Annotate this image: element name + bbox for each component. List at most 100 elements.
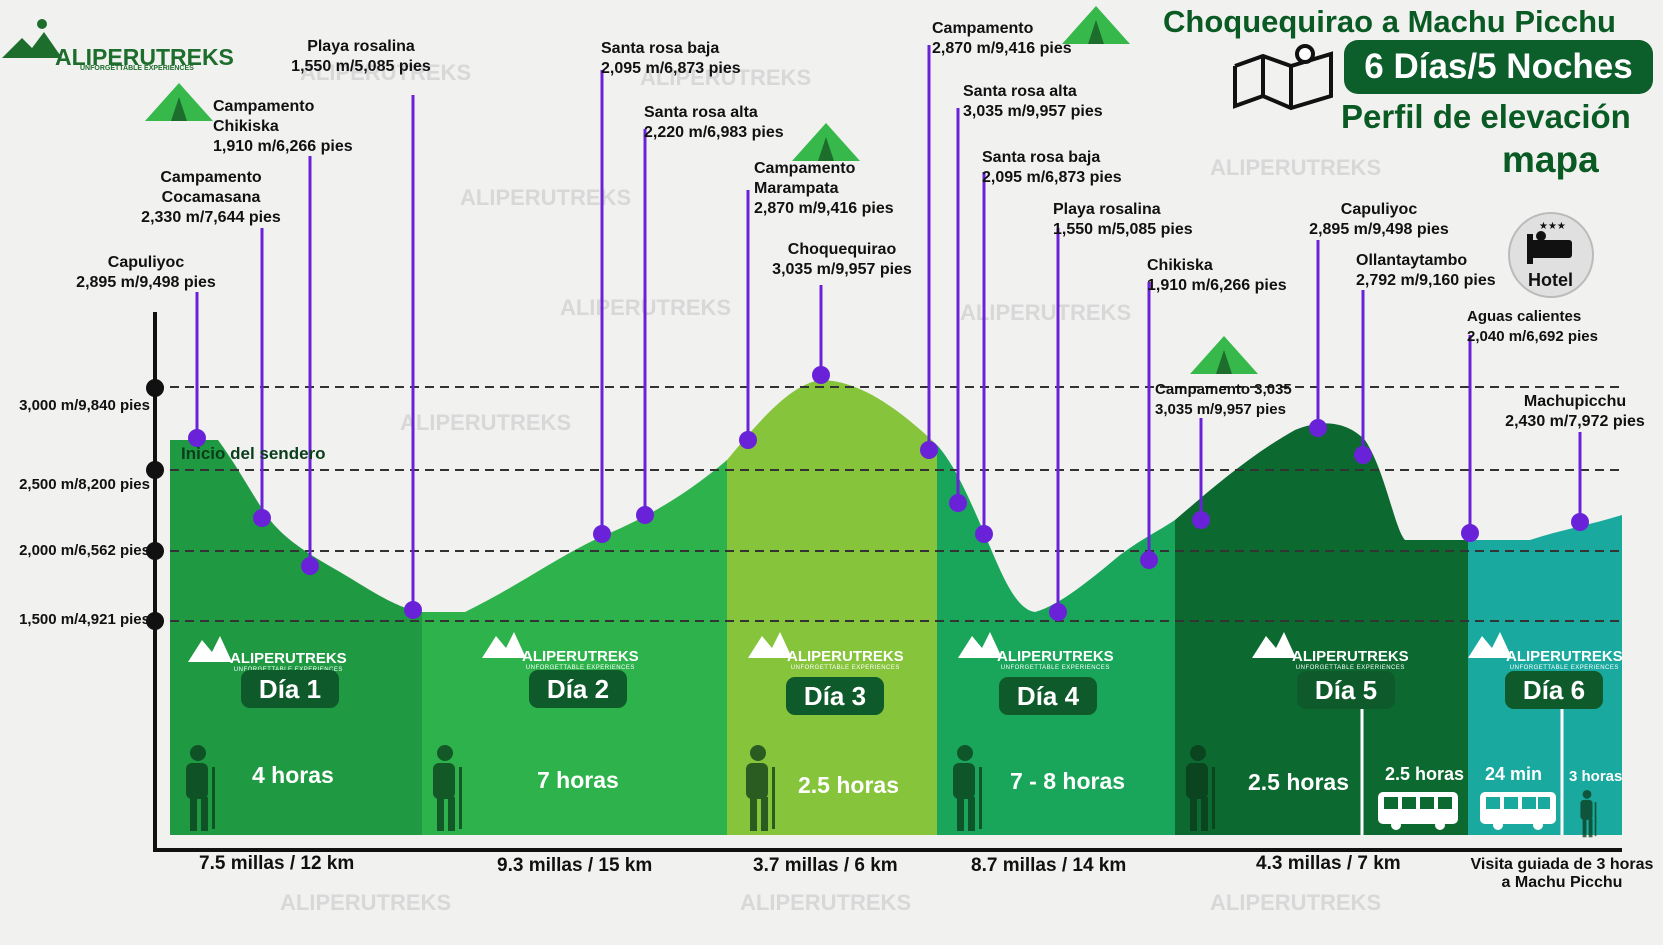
waypoint-dot (404, 601, 422, 619)
svg-text:ALIPERUTREKS: ALIPERUTREKS (740, 890, 911, 915)
day-4-hours: 7 - 8 horas (1010, 768, 1126, 794)
day-2-area (422, 460, 727, 835)
svg-text:ALIPERUTREKS: ALIPERUTREKS (640, 65, 811, 90)
waypoint-dot (1049, 603, 1067, 621)
waypoint-dot (1571, 513, 1589, 531)
svg-text:ALIPERUTREKS: ALIPERUTREKS (1210, 155, 1381, 180)
axis-dot (146, 461, 164, 479)
waypoint-dot (1140, 551, 1158, 569)
hiker-icon (1580, 790, 1597, 838)
map-icon (1233, 44, 1333, 111)
header-subtitle-2: mapa (1502, 139, 1599, 180)
day-2-badge: Día 2 (529, 670, 627, 708)
grid-lines (155, 386, 1622, 622)
day-1-badge: Día 1 (241, 670, 339, 708)
hiker-icon (186, 745, 215, 831)
waypoint-label: Campamento Marampata 2,870 m/9,416 pies (754, 160, 894, 217)
bus-icon (1378, 792, 1458, 830)
header-title: Choquequirao a Machu Picchu (1163, 4, 1616, 39)
day-2-hours: 7 horas (537, 767, 619, 793)
waypoint-label: Santa rosa alta 2,220 m/6,983 pies (644, 104, 784, 141)
svg-text:ALIPERUTREKS: ALIPERUTREKS (1210, 890, 1381, 915)
waypoint-dot (188, 429, 206, 447)
svg-text:★★★: ★★★ (1539, 221, 1566, 232)
waypoint-dot (920, 441, 938, 459)
waypoint-dot (636, 506, 654, 524)
waypoint-dot (1309, 419, 1327, 437)
y-tick-2000: 2,000 m/6,562 pies (19, 542, 150, 559)
waypoint-label: Capuliyoc 2,895 m/9,498 pies (1309, 201, 1449, 238)
tent-icon (1062, 6, 1130, 44)
waypoint-dot (1461, 524, 1479, 542)
svg-text:ALIPERUTREKS: ALIPERUTREKS (280, 890, 451, 915)
day-6-walk-hours: 3 horas (1569, 768, 1623, 785)
day-5-badge: Día 5 (1297, 671, 1395, 709)
day-4-distance: 8.7 millas / 14 km (971, 855, 1127, 876)
y-axis-dots (146, 379, 164, 630)
waypoint-label: Santa rosa baja 2,095 m/6,873 pies (601, 40, 741, 77)
duration-badge: 6 Días/5 Noches (1344, 40, 1653, 94)
aliperutreks-logo (2, 19, 62, 58)
waypoint-dot (593, 525, 611, 543)
waypoint-label: Chikiska 1,910 m/6,266 pies (1147, 257, 1287, 294)
waypoint-label: Ollantaytambo 2,792 m/9,160 pies (1356, 252, 1496, 289)
brand-name: ALIPERUTREKS (55, 44, 234, 70)
tent-icon (792, 123, 860, 161)
day-1-hours: 4 horas (252, 762, 334, 788)
hiker-icons (186, 745, 1597, 838)
brand-badges (188, 632, 1512, 662)
day-5-area (1175, 423, 1468, 835)
day-4-area (937, 445, 1175, 835)
svg-text:ALIPERUTREKS: ALIPERUTREKS (960, 300, 1131, 325)
svg-text:ALIPERUTREKS: ALIPERUTREKS (400, 410, 571, 435)
brand-tagline: UNFORGETTABLE EXPERIENCES (80, 65, 194, 72)
trail-start-label: Inicio del sendero (181, 444, 326, 463)
y-tick-2500: 2,500 m/8,200 pies (19, 476, 150, 493)
svg-text:ALIPERUTREKS: ALIPERUTREKS (460, 185, 631, 210)
waypoint-label: Santa rosa baja 2,095 m/6,873 pies (982, 149, 1122, 186)
waypoint-dot (975, 525, 993, 543)
day-3-distance: 3.7 millas / 6 km (753, 855, 898, 876)
day-4-badge: Día 4 (999, 677, 1097, 715)
duration-text: 6 Días/5 Noches (1364, 47, 1633, 86)
waypoint-label: Choquequirao 3,035 m/9,957 pies (772, 241, 912, 278)
hiker-icon (746, 745, 775, 831)
waypoint-dot (949, 494, 967, 512)
day-3-hours: 2.5 horas (798, 772, 899, 798)
waypoint-label: Playa rosalina 1,550 m/5,085 pies (1053, 201, 1193, 238)
waypoint-dot (1192, 511, 1210, 529)
header-subtitle-1: Perfil de elevación (1341, 98, 1631, 135)
day-1-area (170, 440, 422, 835)
day-6-bus-time: 24 min (1485, 764, 1543, 784)
hiker-icon (953, 745, 982, 831)
day-5-bus-hours: 2.5 horas (1385, 764, 1465, 784)
axis-dot (146, 379, 164, 397)
y-tick-1500: 1,500 m/4,921 pies (19, 611, 150, 628)
brand-logo-text: ALIPERUTREKS (55, 44, 234, 71)
day-3-badge: Día 3 (786, 677, 884, 715)
axis-dot (146, 612, 164, 630)
waypoint-label: Campamento Cocamasana 2,330 m/7,644 pies (141, 169, 281, 226)
svg-text:ALIPERUTREKS: ALIPERUTREKS (300, 60, 471, 85)
waypoint-label: Campamento 3,035 3,035 m/9,957 pies (1155, 381, 1292, 418)
waypoint-label: Campamento 2,870 m/9,416 pies (932, 20, 1072, 57)
waypoint-label: Capuliyoc 2,895 m/9,498 pies (76, 254, 216, 291)
hotel-icon: ★★★ (1508, 212, 1594, 298)
hiker-icon (433, 745, 462, 831)
waypoint-dot (301, 557, 319, 575)
waypoint-dot (739, 431, 757, 449)
waypoint-label: Aguas calientes 2,040 m/6,692 pies (1467, 308, 1598, 345)
waypoint-dot (1354, 446, 1372, 464)
tent-icon (1190, 336, 1258, 374)
day-6-badge: Día 6 (1505, 671, 1603, 709)
day-1-distance: 7.5 millas / 12 km (199, 853, 355, 874)
waypoint-label: Playa rosalina 1,550 m/5,085 pies (291, 38, 431, 75)
day-2-distance: 9.3 millas / 15 km (497, 855, 653, 876)
